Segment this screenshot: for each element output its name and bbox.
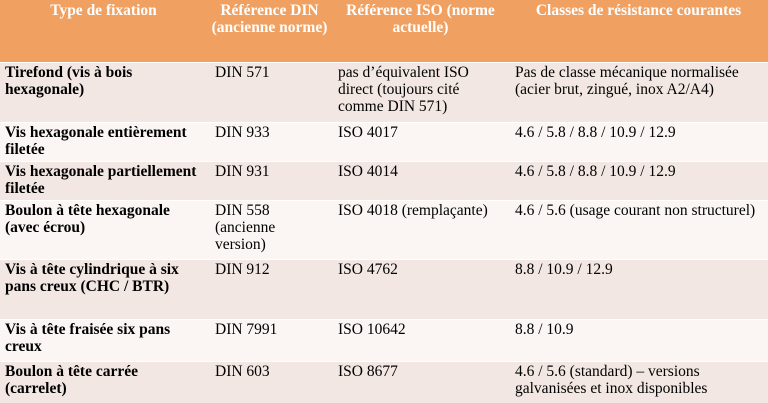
- cell-classes: 4.6 / 5.8 / 8.8 / 10.9 / 12.9: [509, 121, 768, 161]
- cell-classes: 4.6 / 5.6 (standard) – versions galvanis…: [509, 360, 768, 403]
- cell-din: DIN 571: [207, 61, 332, 122]
- table-row: Vis hexagonale partiellement filetée DIN…: [0, 160, 768, 200]
- cell-iso: ISO 4014: [332, 160, 509, 200]
- header-classes: Classes de résistance courantes: [509, 0, 768, 62]
- cell-din: DIN 603: [207, 360, 332, 403]
- table-row: Vis hexagonale entièrement filetée DIN 9…: [0, 121, 768, 161]
- cell-type: Vis hexagonale entièrement filetée: [0, 121, 207, 161]
- table-row: Vis à tête fraisée six pans creux DIN 79…: [0, 318, 768, 361]
- table-row: Vis à tête cylindrique à six pans creux …: [0, 258, 768, 319]
- cell-classes: 4.6 / 5.8 / 8.8 / 10.9 / 12.9: [509, 160, 768, 200]
- header-type: Type de fixation: [0, 0, 207, 62]
- cell-type: Tirefond (vis à bois hexagonale): [0, 61, 207, 122]
- cell-din: DIN 558 (ancienne version): [207, 199, 332, 259]
- cell-iso: ISO 4017: [332, 121, 509, 161]
- table-row: Boulon à tête hexagonale (avec écrou) DI…: [0, 199, 768, 259]
- cell-din: DIN 912: [207, 258, 332, 319]
- cell-iso: ISO 4762: [332, 258, 509, 319]
- header-row: Type de fixation Référence DIN (ancienne…: [0, 0, 768, 62]
- header-iso: Référence ISO (norme actuelle): [332, 0, 509, 62]
- cell-din: DIN 931: [207, 160, 332, 200]
- cell-classes: Pas de classe mécanique normalisée (acie…: [509, 61, 768, 122]
- header-din: Référence DIN (ancienne norme): [207, 0, 332, 62]
- cell-type: Boulon à tête carrée (carrelet): [0, 360, 207, 403]
- table-row: Boulon à tête carrée (carrelet) DIN 603 …: [0, 360, 768, 403]
- cell-iso: pas d’équivalent ISO direct (toujours ci…: [332, 61, 509, 122]
- cell-type: Vis hexagonale partiellement filetée: [0, 160, 207, 200]
- cell-classes: 4.6 / 5.6 (usage courant non structurel): [509, 199, 768, 259]
- cell-type: Vis à tête cylindrique à six pans creux …: [0, 258, 207, 319]
- cell-classes: 8.8 / 10.9: [509, 318, 768, 361]
- cell-din: DIN 933: [207, 121, 332, 161]
- cell-din: DIN 7991: [207, 318, 332, 361]
- cell-iso: ISO 4018 (remplaçante): [332, 199, 509, 259]
- cell-iso: ISO 8677: [332, 360, 509, 403]
- table-row: Tirefond (vis à bois hexagonale) DIN 571…: [0, 61, 768, 122]
- cell-iso: ISO 10642: [332, 318, 509, 361]
- cell-type: Vis à tête fraisée six pans creux: [0, 318, 207, 361]
- cell-classes: 8.8 / 10.9 / 12.9: [509, 258, 768, 319]
- cell-type: Boulon à tête hexagonale (avec écrou): [0, 199, 207, 259]
